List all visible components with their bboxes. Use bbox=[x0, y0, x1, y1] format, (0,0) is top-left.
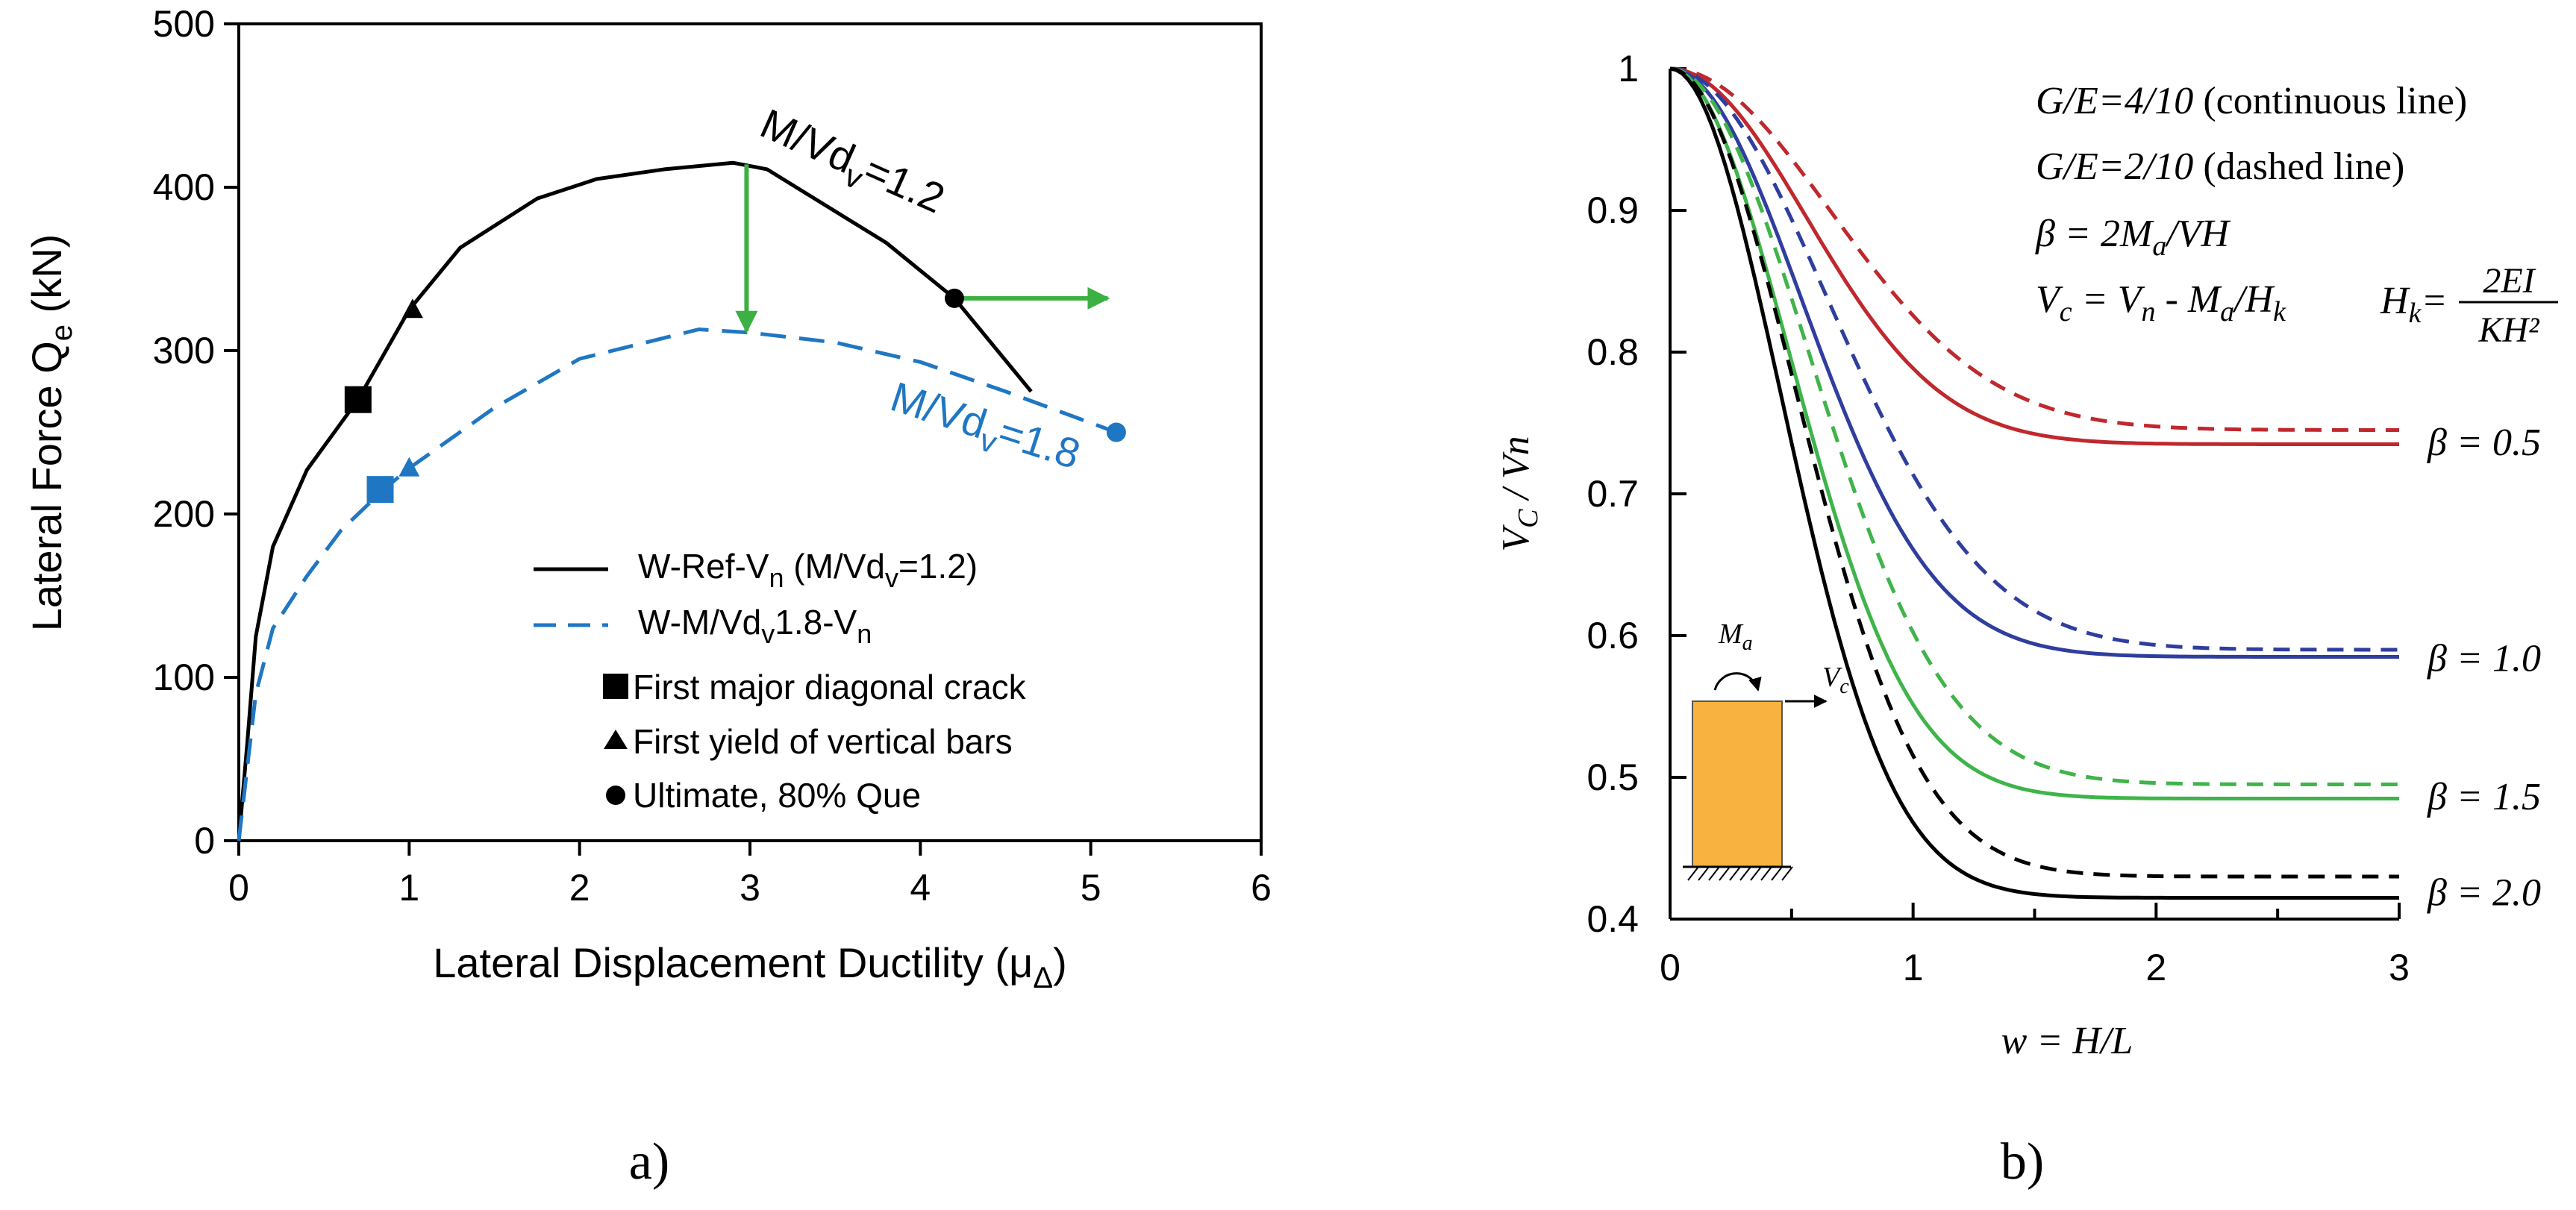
x-tick-label-a: 3 bbox=[740, 867, 760, 909]
curve-dashed bbox=[1669, 66, 2399, 786]
markers-a bbox=[344, 288, 1126, 504]
moment-label: Ma bbox=[1718, 618, 1753, 655]
y-axis-label-a: Lateral Force Qe (kN) bbox=[23, 234, 78, 632]
y-tick-label-a: 300 bbox=[153, 330, 215, 372]
x-tick-label-a: 6 bbox=[1251, 867, 1272, 909]
series-lines-a bbox=[237, 160, 1117, 841]
series-line-blue bbox=[237, 327, 1117, 841]
x-tick-label-a: 4 bbox=[910, 867, 931, 909]
hatch-line bbox=[1781, 866, 1793, 881]
x-tick-label-b: 2 bbox=[2145, 947, 2166, 988]
x-axis-label-a: Lateral Displacement Ductility (μΔ) bbox=[433, 939, 1066, 994]
curve-label: β = 1.0 bbox=[2427, 638, 2541, 680]
x-tick-label-b: 3 bbox=[2389, 947, 2410, 988]
note-vc-definition: Vc = Vn - Ma/Hk bbox=[2036, 278, 2286, 327]
y-tick-label-b: 0.4 bbox=[1586, 898, 1639, 940]
series-line-black bbox=[237, 160, 1033, 841]
annotation-black-series: M/Vdv=1.2 bbox=[751, 99, 952, 229]
y-tick-label-b: 0.7 bbox=[1586, 473, 1639, 515]
x-tick-label-a: 1 bbox=[398, 867, 419, 909]
curve-solid bbox=[1669, 66, 2399, 659]
y-tick-label-a: 400 bbox=[153, 166, 215, 208]
hatch-line bbox=[1750, 866, 1762, 881]
panel-label-b: b) bbox=[2001, 1133, 2044, 1191]
moment-arrow bbox=[1713, 672, 1762, 692]
series-lines-b bbox=[1669, 66, 2399, 900]
hk-lhs: Hk= bbox=[2380, 280, 2448, 329]
y-tick-label-a: 100 bbox=[153, 656, 215, 698]
note-ge-continuous: G/E=4/10 (continuous line) bbox=[2036, 80, 2467, 122]
marker-triangle bbox=[401, 298, 423, 319]
ground-hatch bbox=[1687, 866, 1793, 881]
marker-square bbox=[366, 476, 394, 504]
hatch-line bbox=[1687, 866, 1699, 881]
y-tick-label-b: 0.5 bbox=[1586, 756, 1639, 798]
x-tick-label-a: 2 bbox=[569, 867, 590, 909]
legend-label-square: First major diagonal crack bbox=[633, 668, 1027, 706]
annotation-blue-series: M/Vdv=1.8 bbox=[883, 372, 1086, 485]
axis-ticks-a: 0 1 2 3 4 5 6 0 100 200 300 400 500 bbox=[153, 3, 1272, 909]
curve-dashed bbox=[1669, 66, 2399, 879]
hatch-line bbox=[1760, 866, 1772, 881]
x-tick-label-b: 0 bbox=[1660, 947, 1681, 988]
wall-body bbox=[1692, 700, 1783, 868]
curve-dashed bbox=[1669, 66, 2399, 652]
legend-marker-square bbox=[603, 674, 628, 699]
hatch-line bbox=[1771, 866, 1783, 881]
x-tick-label-a: 0 bbox=[228, 867, 249, 909]
curve-solid bbox=[1669, 66, 2399, 800]
hatch-line bbox=[1698, 866, 1710, 881]
legend-label-triangle: First yield of vertical bars bbox=[633, 722, 1013, 761]
marker-triangle bbox=[398, 457, 420, 477]
legend-label-circle: Ultimate, 80% Que bbox=[633, 776, 921, 815]
curve-dashed bbox=[1669, 66, 2399, 432]
curve-solid bbox=[1669, 66, 2399, 900]
curve-label: β = 0.5 bbox=[2427, 421, 2541, 464]
x-axis-label-b: w = H/L bbox=[2001, 1020, 2133, 1062]
hk-denominator: KH² bbox=[2477, 310, 2540, 350]
y-tick-label-a: 0 bbox=[194, 820, 215, 862]
x-tick-label-b: 1 bbox=[1903, 947, 1924, 988]
marker-square bbox=[344, 386, 372, 413]
y-tick-label-b: 0.6 bbox=[1586, 615, 1639, 656]
curve-label: β = 1.5 bbox=[2427, 776, 2541, 818]
y-tick-label-a: 200 bbox=[153, 493, 215, 535]
hatch-line bbox=[1739, 866, 1751, 881]
x-tick-label-a: 5 bbox=[1081, 867, 1101, 909]
y-tick-label-a: 500 bbox=[153, 3, 215, 45]
y-tick-label-b: 1 bbox=[1618, 48, 1639, 90]
y-tick-label-b: 0.8 bbox=[1586, 331, 1639, 373]
legend-a: W-Ref-Vn (M/Vdv=1.2) W-M/Vdv1.8-Vn First… bbox=[534, 547, 1027, 815]
hatch-line bbox=[1708, 866, 1720, 881]
legend-label-blue: W-M/Vdv1.8-Vn bbox=[638, 603, 872, 649]
marker-circle bbox=[1106, 422, 1126, 442]
y-tick-label-b: 0.9 bbox=[1586, 189, 1639, 231]
panel-label-a: a) bbox=[629, 1133, 669, 1191]
curve-solid bbox=[1669, 66, 2399, 446]
legend-marker-triangle bbox=[604, 730, 628, 749]
note-ge-dashed: G/E=2/10 (dashed line) bbox=[2036, 145, 2404, 188]
marker-circle bbox=[945, 288, 964, 308]
hk-numerator: 2EI bbox=[2483, 261, 2536, 301]
arrows-a bbox=[735, 164, 1110, 333]
chart-a: 0 1 2 3 4 5 6 0 100 200 300 400 500 M/Vdv=1.2 M/Vdv=… bbox=[23, 3, 1272, 1191]
y-axis-label-b: VC / Vn bbox=[1495, 436, 1544, 551]
shear-label: Vc bbox=[1822, 662, 1849, 698]
note-beta-definition: β = 2Ma/VH bbox=[2035, 213, 2231, 262]
curve-label: β = 2.0 bbox=[2427, 871, 2541, 914]
notes-b: G/E=4/10 (continuous line) G/E=2/10 (das… bbox=[2035, 80, 2558, 350]
curve-labels-b: β = 0.5 β = 1.0 β = 1.5 β = 2.0 bbox=[2427, 421, 2541, 914]
chart-b: 0 1 2 30.40.50.60.70.80.91 β = 0.5β = 1.0β … bbox=[1495, 48, 2558, 1191]
legend-label-black: W-Ref-Vn (M/Vdv=1.2) bbox=[638, 547, 978, 593]
axis-ticks-b: 0 1 2 3 0.4 0.5 0.6 0.7 0.8 0.9 1 bbox=[1586, 48, 2409, 988]
hatch-line bbox=[1729, 866, 1741, 881]
hk-formula: Hk= 2EI KH² bbox=[2380, 261, 2558, 350]
legend-marker-circle bbox=[606, 786, 625, 805]
inset-wall-diagram: Ma Vc bbox=[1683, 618, 1849, 881]
hatch-line bbox=[1719, 866, 1731, 881]
